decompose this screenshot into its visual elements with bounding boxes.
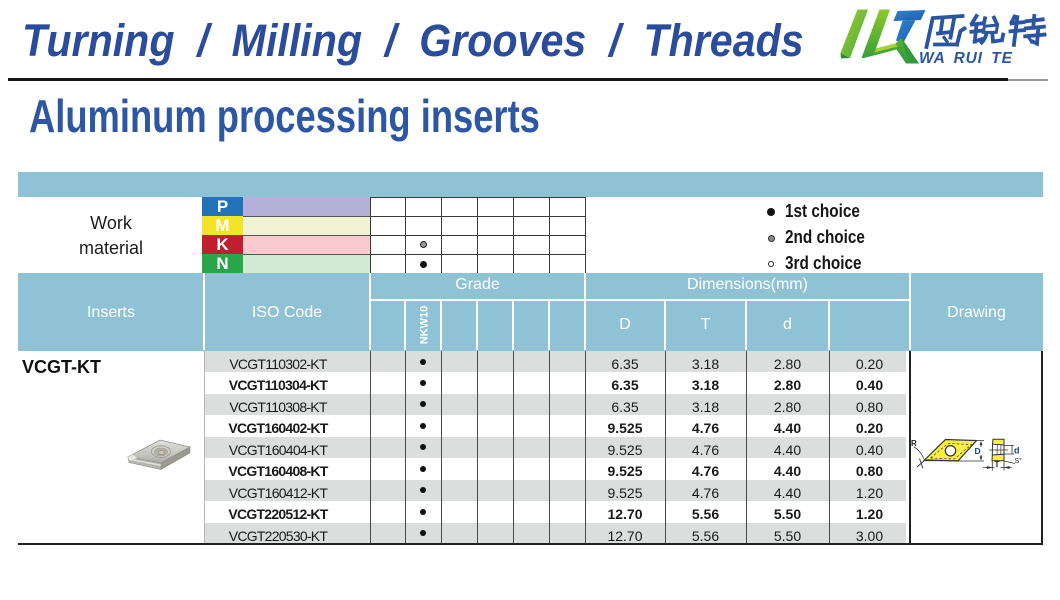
svg-text:D: D [975, 446, 981, 456]
svg-text:d: d [1014, 446, 1020, 456]
svg-text:S°: S° [1015, 457, 1023, 465]
svg-text:WA RUI TE: WA RUI TE [919, 50, 1013, 67]
svg-text:T: T [995, 460, 1000, 469]
svg-text:R: R [911, 439, 917, 448]
